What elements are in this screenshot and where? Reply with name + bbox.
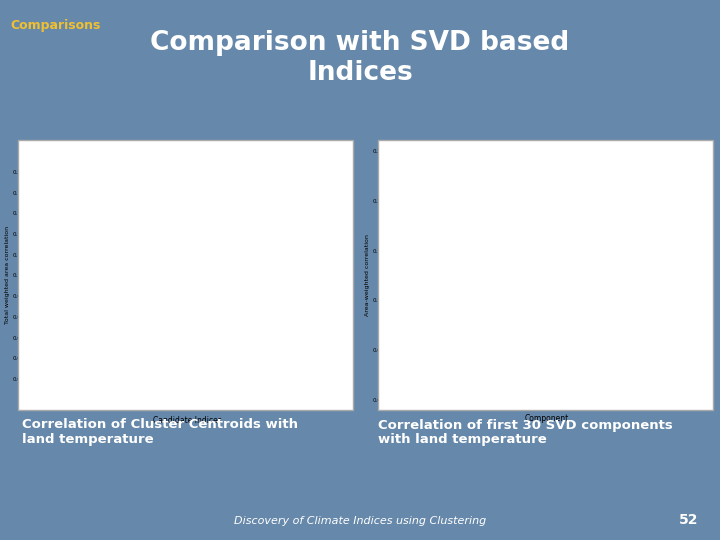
Bar xyxy=(600,312,608,400)
Bar xyxy=(684,308,692,400)
Y-axis label: Total weighted area correlation: Total weighted area correlation xyxy=(4,226,9,325)
Bar xyxy=(289,260,297,379)
Bar xyxy=(216,234,223,379)
Bar xyxy=(580,308,588,400)
Bar xyxy=(308,256,315,379)
Bar xyxy=(444,314,452,400)
Bar xyxy=(32,167,39,379)
Bar xyxy=(105,161,112,379)
X-axis label: Candidate Indices: Candidate Indices xyxy=(153,416,222,424)
Bar xyxy=(326,229,333,379)
Bar xyxy=(392,186,400,400)
Bar xyxy=(281,208,287,379)
Bar xyxy=(642,317,650,400)
Bar xyxy=(413,310,421,400)
Bar xyxy=(621,316,629,400)
Bar xyxy=(632,315,639,400)
Bar xyxy=(68,234,76,379)
Bar xyxy=(673,312,681,400)
Bar xyxy=(570,318,577,400)
Bar xyxy=(299,229,306,379)
Bar xyxy=(151,267,158,379)
Text: Discovery of Climate Indices using Clustering: Discovery of Climate Indices using Clust… xyxy=(234,516,486,526)
Bar xyxy=(60,193,66,379)
Bar xyxy=(517,302,525,400)
Bar xyxy=(528,302,536,400)
Bar xyxy=(694,313,702,400)
Bar xyxy=(549,308,557,400)
Bar xyxy=(559,312,567,400)
Bar xyxy=(611,316,619,400)
Bar xyxy=(455,312,462,400)
Bar xyxy=(161,229,168,379)
Bar xyxy=(243,187,251,379)
Bar xyxy=(143,239,149,379)
Bar xyxy=(197,198,204,379)
Text: Comparison with SVD based
Indices: Comparison with SVD based Indices xyxy=(150,30,570,86)
Bar xyxy=(50,198,57,379)
Bar xyxy=(235,203,241,379)
Text: Correlation of Cluster Centroids with
land temperature: Correlation of Cluster Centroids with la… xyxy=(22,418,297,447)
Bar xyxy=(253,229,260,379)
Bar xyxy=(189,183,195,379)
Bar xyxy=(225,255,232,379)
Text: 52: 52 xyxy=(679,512,698,526)
Bar xyxy=(402,291,410,400)
Bar xyxy=(486,317,494,400)
Bar xyxy=(590,310,598,400)
Bar xyxy=(133,174,140,379)
Bar xyxy=(434,285,441,400)
Text: Correlation of first 30 SVD components
with land temperature: Correlation of first 30 SVD components w… xyxy=(378,418,672,447)
Bar xyxy=(507,307,515,400)
Bar xyxy=(207,224,214,379)
Bar xyxy=(124,241,131,379)
Bar xyxy=(96,229,103,379)
Bar xyxy=(271,219,278,379)
Y-axis label: Area-weighted correlation: Area-weighted correlation xyxy=(364,234,369,316)
Bar xyxy=(423,279,431,400)
Bar xyxy=(465,312,473,400)
Text: Comparisons: Comparisons xyxy=(11,19,102,32)
Bar xyxy=(663,315,671,400)
Bar xyxy=(318,255,324,379)
Bar xyxy=(41,270,48,379)
Bar xyxy=(87,273,94,379)
Bar xyxy=(475,295,483,400)
Bar xyxy=(179,265,186,379)
X-axis label: Component: Component xyxy=(525,414,570,423)
Bar xyxy=(262,275,269,379)
Bar xyxy=(538,300,546,400)
Bar xyxy=(114,226,122,379)
Bar xyxy=(170,203,177,379)
Bar xyxy=(336,255,343,379)
Bar xyxy=(78,219,85,379)
Bar xyxy=(496,293,504,400)
Bar xyxy=(653,312,660,400)
